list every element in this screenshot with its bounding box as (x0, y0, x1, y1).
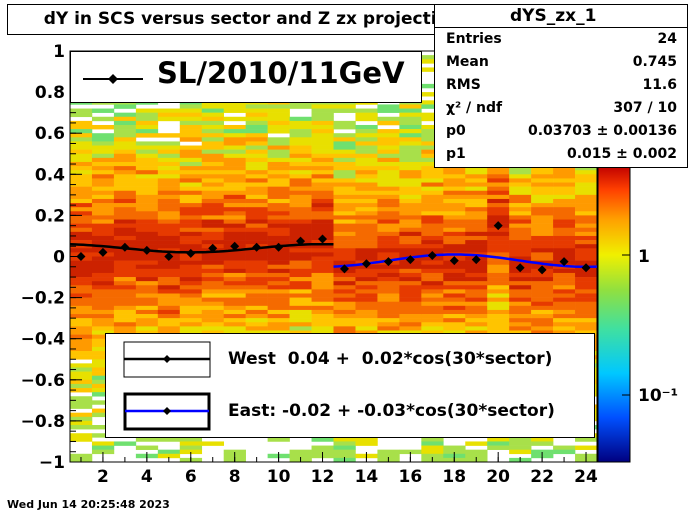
y-tick-label: −1 (39, 453, 65, 473)
x-tick-label: 10 (267, 467, 291, 487)
x-tick-label: 6 (185, 467, 197, 487)
stats-name: dYS_zx_1 (435, 5, 687, 28)
stats-row: χ² / ndf 307 / 10 (435, 97, 687, 120)
east-swatch-marker (163, 407, 171, 415)
color-scale-gradient (597, 165, 631, 463)
data-point (427, 250, 437, 260)
data-point (339, 264, 349, 274)
y-tick-label: −0.8 (21, 412, 65, 432)
stats-value: 0.03703 ± 0.00136 (527, 123, 677, 139)
x-tick-label: 18 (442, 467, 466, 487)
stats-value: 24 (657, 31, 677, 47)
stats-value: 307 / 10 (613, 100, 677, 116)
data-point (581, 263, 591, 273)
x-tick-label: 20 (486, 467, 510, 487)
data-point (361, 259, 371, 269)
data-point (515, 263, 525, 273)
data-point (120, 242, 130, 252)
x-tick-label: 16 (399, 467, 423, 487)
stats-row: Mean 0.745 (435, 51, 687, 74)
chart-title: dY in SCS versus sector and Z zx project… (7, 4, 497, 35)
stats-row: RMS 11.6 (435, 74, 687, 97)
stats-label: Entries (446, 31, 502, 47)
y-tick-label: 0.6 (35, 124, 65, 144)
fit-curves (69, 242, 598, 269)
y-tick-label: −0.4 (21, 330, 66, 350)
data-point (537, 265, 547, 275)
y-tick-label: 0 (53, 248, 65, 268)
legend-swatches (123, 341, 211, 431)
data-point (230, 241, 240, 251)
data-point (318, 234, 328, 244)
color-scale-label: 1 (638, 247, 650, 267)
data-point (471, 255, 481, 265)
axis-ticks: 2 4 6 8 10 12 14 16 18 20 22 24−1−0.8−0.6−0.4−0.200… (21, 42, 598, 487)
y-tick-label: −0.2 (21, 289, 65, 309)
y-tick-label: 1 (53, 42, 65, 62)
timestamp: Wed Jun 14 20:25:48 2023 (7, 498, 170, 511)
legend-top: SL/2010/11GeV (70, 51, 422, 103)
stats-label: p1 (446, 146, 466, 162)
stats-value: 0.745 (632, 54, 677, 70)
y-tick-label: 0.8 (35, 83, 65, 103)
stats-row: p1 0.015 ± 0.002 (435, 143, 687, 166)
y-tick-label: 0.2 (35, 206, 65, 226)
data-point (296, 236, 306, 246)
east-fit-line (333, 253, 598, 269)
west-fit-line (69, 242, 334, 254)
data-point (208, 243, 218, 253)
stats-label: RMS (446, 77, 481, 93)
legend-east-label: East: -0.02 + -0.03*cos(30*sector) (228, 401, 555, 421)
x-tick-label: 12 (311, 467, 335, 487)
data-point (98, 247, 108, 257)
color-scale-label: 10⁻¹ (638, 386, 678, 406)
data-points (76, 221, 591, 275)
x-tick-label: 8 (229, 467, 241, 487)
data-point (383, 257, 393, 267)
data-point (493, 221, 503, 231)
x-tick-label: 14 (355, 467, 379, 487)
stats-row: p0 0.03703 ± 0.00136 (435, 120, 687, 143)
data-point (142, 245, 152, 255)
legend-top-label: SL/2010/11GeV (157, 56, 405, 90)
data-point (164, 252, 174, 261)
stats-value: 11.6 (642, 77, 677, 93)
data-point (252, 242, 262, 252)
stats-value: 0.015 ± 0.002 (566, 146, 677, 162)
stats-label: p0 (446, 123, 466, 139)
legend-bottom: West 0.04 + 0.02*cos(30*sector) East: -0… (105, 333, 595, 438)
data-point (274, 242, 284, 252)
y-tick-label: −0.6 (21, 371, 65, 391)
west-swatch-marker (163, 355, 171, 363)
stats-box: dYS_zx_1 Entries 24 Mean 0.745 RMS 11.6 χ² … (434, 4, 688, 168)
data-point (559, 257, 569, 267)
stats-label: Mean (446, 54, 489, 70)
data-point (76, 252, 86, 261)
x-tick-label: 22 (530, 467, 554, 487)
x-tick-label: 24 (574, 467, 598, 487)
legend-marker-icon (83, 74, 143, 84)
y-tick-label: 0.4 (35, 165, 65, 185)
x-tick-label: 4 (141, 467, 153, 487)
legend-west-label: West 0.04 + 0.02*cos(30*sector) (228, 349, 553, 369)
stats-label: χ² / ndf (446, 100, 503, 116)
data-point (449, 256, 459, 266)
stats-row: Entries 24 (435, 28, 687, 51)
x-tick-label: 2 (97, 467, 109, 487)
data-point (405, 255, 415, 265)
data-point (186, 248, 196, 258)
color-scale-bar: 1 10⁻¹ (597, 165, 678, 463)
